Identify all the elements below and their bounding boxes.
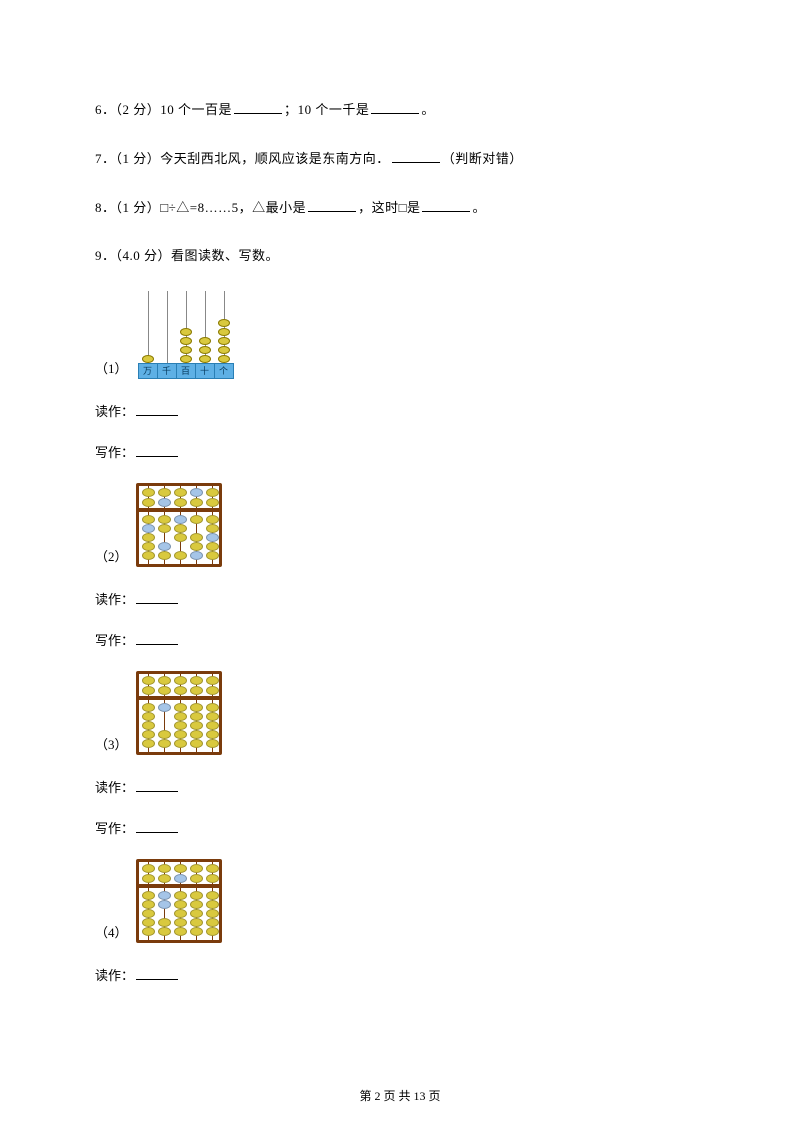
blank [136, 966, 178, 980]
blank [136, 631, 178, 645]
write-line-1: 写作： [95, 442, 705, 461]
counting-frame-image: 万千百十个 [136, 289, 236, 379]
footer-prefix: 第 [359, 1089, 374, 1103]
blank [136, 778, 178, 792]
q7-points: （1 分） [116, 151, 161, 166]
sub-3-label: （3） [95, 734, 128, 755]
q9-text: 看图读数、写数。 [171, 248, 279, 263]
q7-num: 7． [95, 151, 116, 166]
q9-num: 9． [95, 248, 116, 263]
q6-points: （2 分） [116, 102, 161, 117]
q6-num: 6． [95, 102, 116, 117]
q9-points: （4.0 分） [116, 248, 172, 263]
document-page: 6．（2 分）10 个一百是；10 个一千是。 7．（1 分）今天刮西北风，顺风… [0, 0, 800, 1034]
q6-a: 10 个一百是 [160, 102, 232, 117]
write-label: 写作： [95, 633, 134, 648]
question-9: 9．（4.0 分）看图读数、写数。 [95, 246, 705, 267]
abacus-beam [139, 884, 219, 888]
footer-total: 13 [414, 1089, 426, 1103]
footer-mid: 页 共 [380, 1089, 413, 1103]
q6-b: 10 个一千是 [298, 102, 370, 117]
read-line-3: 读作： [95, 777, 705, 796]
q8-end: 。 [472, 200, 486, 215]
sub-item-1: （1） 万千百十个 [95, 289, 705, 379]
sub-2-label: （2） [95, 546, 128, 567]
sub-item-2: （2） [95, 483, 705, 567]
q6-end: 。 [421, 102, 435, 117]
question-6: 6．（2 分）10 个一百是 ；10 个一千是 。 [95, 100, 705, 121]
read-label: 读作： [95, 592, 134, 607]
blank [371, 100, 419, 114]
abacus-beam [139, 696, 219, 700]
write-line-3: 写作： [95, 818, 705, 837]
sub-1-label: （1） [95, 358, 128, 379]
q8-points: （1 分） [116, 200, 161, 215]
sub-4-label: （4） [95, 922, 128, 943]
blank [136, 819, 178, 833]
blank [308, 198, 356, 212]
abacus-image-3 [136, 671, 222, 755]
q8-a: □÷△=8……5，△最小是 [160, 200, 306, 215]
read-line-2: 读作： [95, 589, 705, 608]
sub-item-3: （3） [95, 671, 705, 755]
question-7: 7．（1 分）今天刮西北风，顺风应该是东南方向． （判断对错） [95, 149, 705, 170]
read-line-4: 读作： [95, 965, 705, 984]
sub-item-4: （4） [95, 859, 705, 943]
blank [136, 443, 178, 457]
q8-num: 8． [95, 200, 116, 215]
abacus-beam [139, 508, 219, 512]
blank [136, 402, 178, 416]
blank [136, 590, 178, 604]
write-line-2: 写作： [95, 630, 705, 649]
read-label: 读作： [95, 968, 134, 983]
q6-sep: ； [284, 102, 298, 117]
write-label: 写作： [95, 445, 134, 460]
read-label: 读作： [95, 780, 134, 795]
blank [422, 198, 470, 212]
footer-suffix: 页 [426, 1089, 441, 1103]
question-8: 8．（1 分）□÷△=8……5，△最小是 ，这时□是 。 [95, 198, 705, 219]
abacus-image-4 [136, 859, 222, 943]
read-line-1: 读作： [95, 401, 705, 420]
write-label: 写作： [95, 821, 134, 836]
page-footer: 第 2 页 共 13 页 [0, 1087, 800, 1104]
abacus-image-2 [136, 483, 222, 567]
q8-b: ，这时□是 [358, 200, 420, 215]
blank [392, 149, 440, 163]
q7-a: 今天刮西北风，顺风应该是东南方向． [160, 151, 390, 166]
q7-b: （判断对错） [442, 151, 523, 166]
read-label: 读作： [95, 404, 134, 419]
blank [234, 100, 282, 114]
